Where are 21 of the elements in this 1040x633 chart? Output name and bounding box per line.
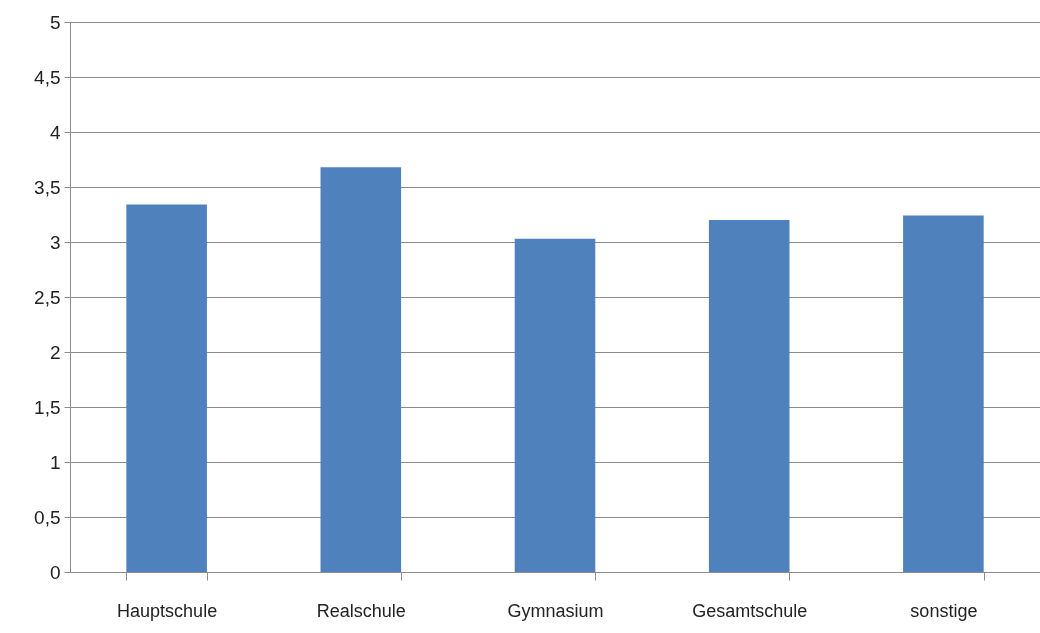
x-tick-label: Gesamtschule: [692, 600, 808, 621]
bar: [514, 238, 596, 572]
y-tick-label: 1,5: [34, 396, 61, 418]
y-tick-label: 0: [49, 561, 61, 583]
y-tick-label: 2: [49, 341, 61, 363]
x-tick-label: Realschule: [316, 600, 406, 621]
x-tick-label: Gymnasium: [507, 600, 604, 621]
x-tick-label: sonstige: [910, 600, 978, 621]
bar: [708, 220, 790, 572]
y-tick-label: 4: [49, 121, 61, 143]
y-tick-label: 3,5: [34, 176, 61, 198]
y-tick-label: 1: [49, 451, 61, 473]
y-tick-label: 2,5: [34, 286, 61, 308]
bar: [320, 167, 402, 572]
y-tick-label: 4,5: [34, 66, 61, 88]
y-tick-label: 5: [49, 11, 61, 33]
bar: [903, 215, 984, 572]
y-tick-label: 0,5: [34, 506, 61, 528]
bar: [126, 204, 207, 572]
x-tick-label: Hauptschule: [117, 600, 218, 621]
y-tick-label: 3: [49, 231, 61, 253]
